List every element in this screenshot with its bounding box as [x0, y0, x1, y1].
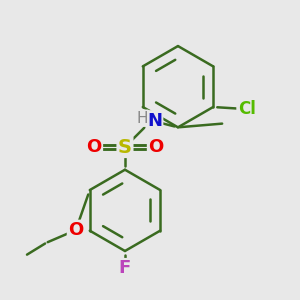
Text: N: N: [147, 112, 162, 130]
Text: H: H: [136, 111, 148, 126]
Text: O: O: [68, 221, 83, 239]
Text: O: O: [148, 138, 164, 156]
Text: S: S: [118, 138, 132, 157]
Text: Cl: Cl: [238, 100, 256, 118]
Text: O: O: [86, 138, 102, 156]
Text: F: F: [119, 260, 131, 278]
